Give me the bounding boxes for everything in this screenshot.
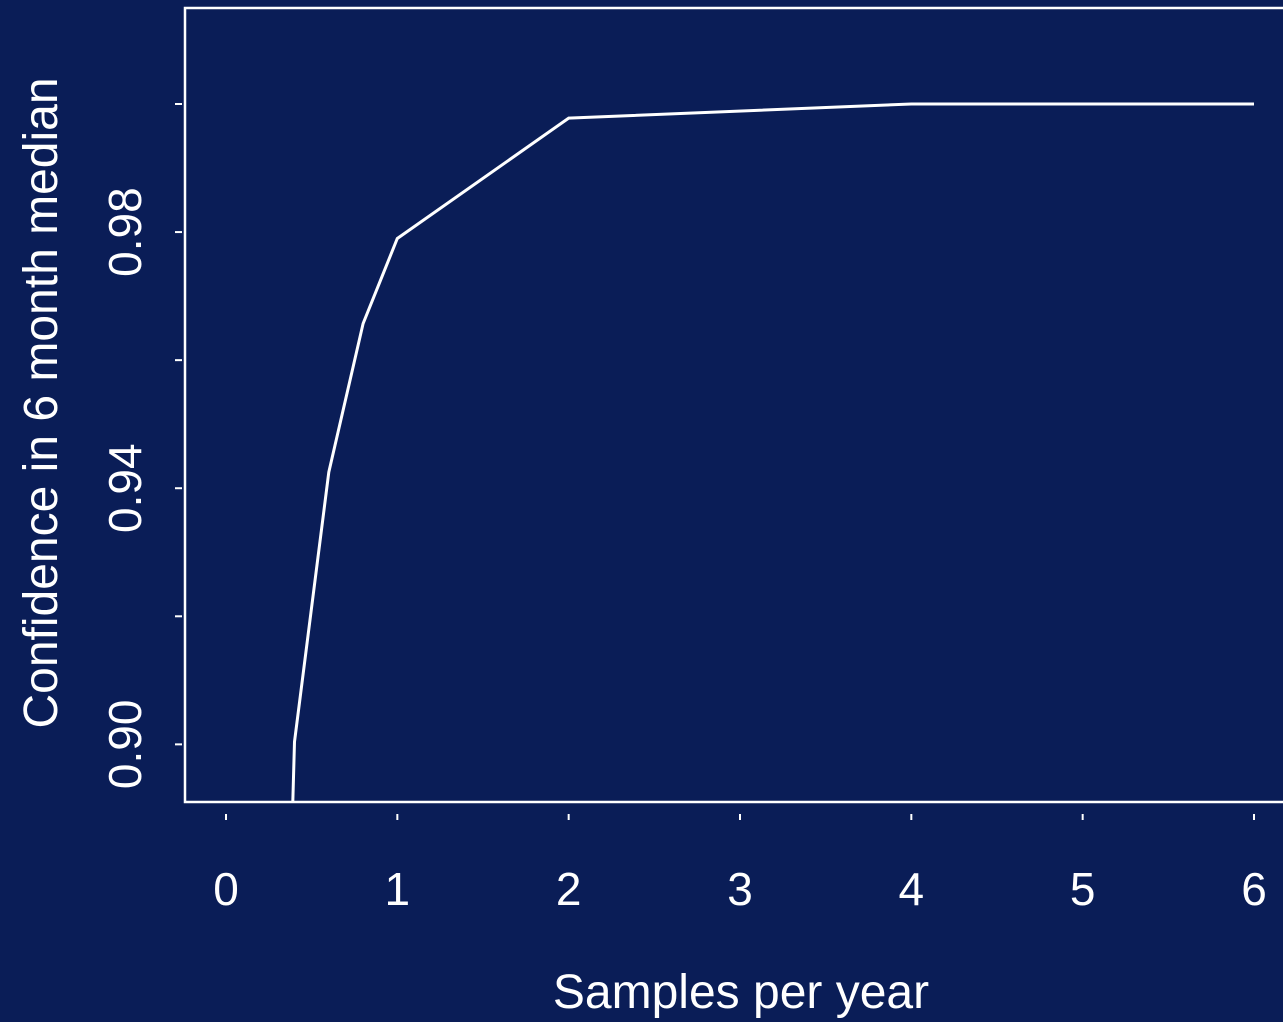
plot-frame	[183, 6, 1283, 804]
x-tick-label: 6	[1241, 863, 1267, 915]
y-tick-label: 0.94	[99, 443, 151, 533]
x-axis-label: Samples per year	[553, 966, 929, 1019]
x-tick-label: 0	[213, 863, 239, 915]
y-tick-label: 0.90	[99, 700, 151, 790]
y-tick-label: 0.98	[99, 187, 151, 277]
x-axis: 0 1 2 3 4 5 6	[213, 814, 1267, 915]
x-tick-label: 3	[727, 863, 753, 915]
plot-border	[183, 6, 1283, 804]
y-axis-label: Confidence in 6 month median	[15, 77, 68, 728]
x-tick-label: 1	[385, 863, 411, 915]
confidence-series-line	[291, 102, 1254, 803]
x-tick-label: 4	[899, 863, 925, 915]
y-axis: 0.90 0.94 0.98	[99, 103, 182, 790]
x-tick-label: 5	[1070, 863, 1096, 915]
x-tick-label: 2	[556, 863, 582, 915]
series-layer	[291, 102, 1254, 803]
